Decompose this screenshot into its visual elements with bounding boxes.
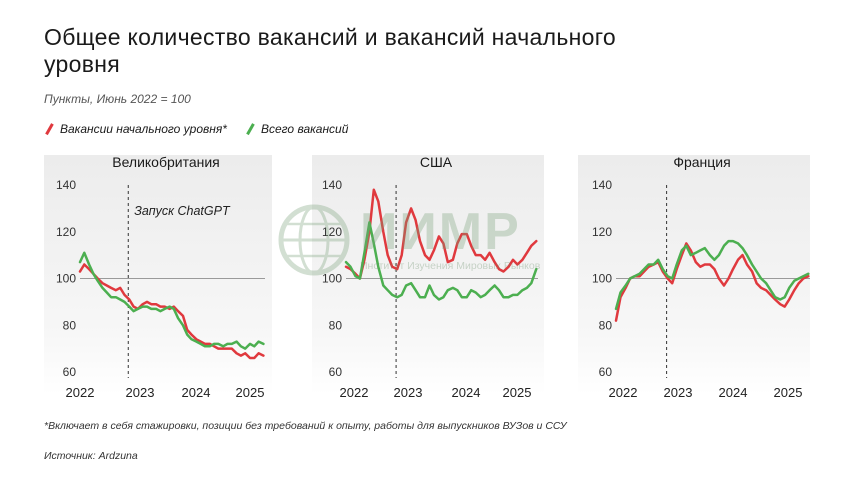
- x-tick-label: 2023: [126, 385, 155, 400]
- panel-title: Великобритания: [112, 154, 220, 170]
- x-tick-label: 2024: [182, 385, 211, 400]
- y-tick-label: 80: [63, 318, 77, 332]
- x-tick-label: 2022: [609, 385, 638, 400]
- y-tick-label: 80: [329, 318, 343, 332]
- footnote: *Включает в себя стажировки, позиции без…: [44, 420, 567, 432]
- y-tick-label: 60: [63, 365, 77, 379]
- panel-background: [44, 155, 272, 395]
- legend-item-entry: Вакансии начального уровня*: [44, 122, 227, 136]
- panel-title: США: [420, 154, 453, 170]
- panel-background: [312, 155, 544, 395]
- series-line-entry: [344, 188, 538, 280]
- y-tick-label: 60: [329, 365, 343, 379]
- y-tick-label: 140: [56, 178, 76, 192]
- x-tick-label: 2022: [66, 385, 95, 400]
- x-tick-label: 2023: [664, 385, 693, 400]
- y-tick-label: 80: [599, 318, 613, 332]
- y-tick-label: 100: [56, 272, 76, 286]
- y-tick-label: 140: [322, 178, 342, 192]
- x-tick-label: 2024: [719, 385, 748, 400]
- legend-label-total: Всего вакансий: [260, 122, 349, 136]
- series-line-total: [614, 239, 810, 311]
- annotation-label: Запуск ChatGPT: [134, 204, 231, 218]
- y-tick-label: 120: [56, 225, 76, 239]
- x-tick-label: 2025: [774, 385, 803, 400]
- panel-title: Франция: [673, 154, 730, 170]
- series-line-entry: [614, 242, 810, 322]
- legend-item-total: Всего вакансий: [245, 122, 348, 136]
- chart-subtitle: Пункты, Июнь 2022 = 100: [44, 92, 191, 106]
- x-tick-label: 2023: [394, 385, 423, 400]
- y-tick-label: 60: [599, 365, 613, 379]
- panel-background: [578, 155, 810, 395]
- source-note: Источник: Ardzuna: [44, 450, 138, 462]
- x-tick-label: 2025: [503, 385, 532, 400]
- legend-label-entry: Вакансии начального уровня*: [60, 122, 227, 136]
- series-line-total: [78, 251, 265, 350]
- y-tick-label: 100: [322, 272, 342, 286]
- series-line-total: [344, 221, 538, 301]
- x-tick-label: 2022: [340, 385, 369, 400]
- y-tick-label: 120: [322, 225, 342, 239]
- y-tick-label: 100: [592, 272, 612, 286]
- x-tick-label: 2024: [452, 385, 481, 400]
- y-tick-label: 140: [592, 178, 612, 192]
- chart-title: Общее количество вакансий и вакансий нач…: [44, 24, 616, 77]
- legend: Вакансии начального уровня* Всего ваканс…: [44, 122, 348, 136]
- x-tick-label: 2025: [236, 385, 265, 400]
- y-tick-label: 120: [592, 225, 612, 239]
